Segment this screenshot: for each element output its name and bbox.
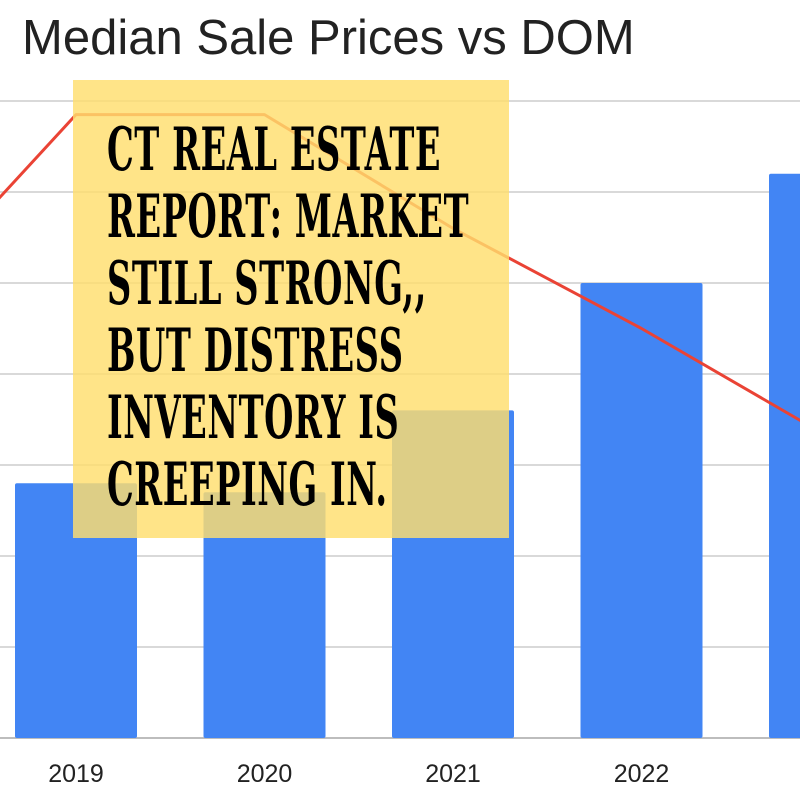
- x-tick-label-2022: 2022: [614, 760, 670, 788]
- headline-line: CREEPING IN.: [107, 450, 388, 520]
- headline-overlay: CT REAL ESTATE REPORT: MARKET STILL STRO…: [73, 80, 509, 538]
- bar-2022: [580, 283, 703, 738]
- x-tick-label-2019: 2019: [48, 760, 104, 788]
- headline-line: CT REAL ESTATE: [107, 115, 442, 185]
- chart-title: Median Sale Prices vs DOM: [22, 11, 635, 65]
- x-tick-label-2021: 2021: [425, 760, 481, 788]
- x-tick-label-2020: 2020: [237, 760, 293, 788]
- bar-2020: [203, 492, 326, 738]
- headline-line: INVENTORY IS: [107, 383, 400, 453]
- bar-2019: [15, 483, 137, 738]
- headline-line: REPORT: MARKET: [107, 182, 470, 252]
- bar-2023: [769, 173, 800, 738]
- headline-line: BUT DISTRESS: [107, 316, 404, 386]
- headline-line: STILL STRONG,,: [107, 249, 427, 319]
